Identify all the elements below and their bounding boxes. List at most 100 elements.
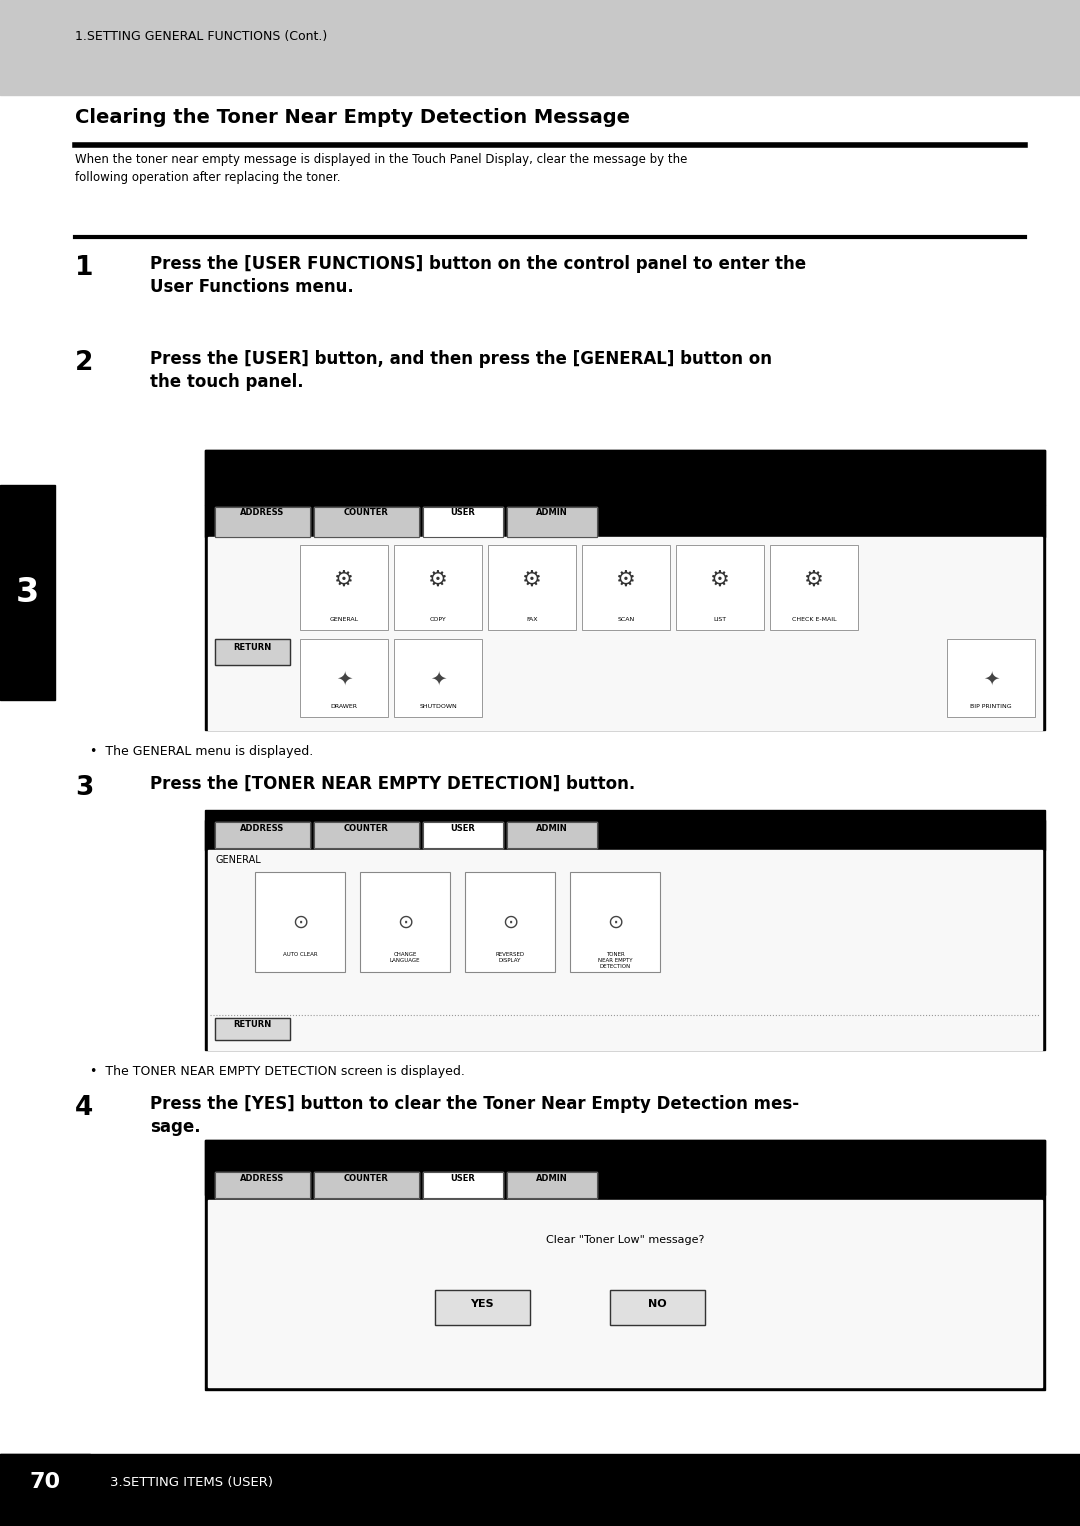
Text: ✦: ✦ [430, 670, 446, 688]
Bar [215, 507, 310, 537]
Bar [215, 1018, 291, 1041]
Text: Press the [TONER NEAR EMPTY DETECTION] button.: Press the [TONER NEAR EMPTY DETECTION] b… [150, 775, 635, 794]
Text: BIP PRINTING: BIP PRINTING [970, 703, 1012, 710]
Text: USER: USER [450, 508, 475, 517]
Bar [465, 871, 555, 972]
Bar [507, 1172, 597, 1198]
Text: •  The TONER NEAR EMPTY DETECTION screen is displayed.: • The TONER NEAR EMPTY DETECTION screen … [90, 1065, 464, 1077]
Text: COUNTER: COUNTER [343, 1173, 389, 1183]
Text: GENERAL: GENERAL [215, 855, 260, 865]
Bar [0, 0, 1080, 95]
Bar [300, 639, 388, 717]
Bar [205, 1140, 1045, 1390]
Bar [255, 871, 345, 972]
Text: ⊙: ⊙ [607, 913, 623, 931]
Text: ✦: ✦ [336, 670, 352, 688]
Text: 2: 2 [75, 349, 93, 375]
Text: YES: YES [470, 1299, 494, 1309]
Text: ⚙: ⚙ [334, 571, 354, 591]
Text: ⚙: ⚙ [710, 571, 730, 591]
Bar [205, 450, 1045, 729]
Text: FAX: FAX [526, 617, 538, 623]
Text: RETURN: RETURN [233, 642, 271, 652]
Text: CHANGE
LANGUAGE: CHANGE LANGUAGE [390, 952, 420, 963]
Bar [314, 1172, 419, 1198]
Bar [423, 823, 503, 848]
Text: Press the [USER FUNCTIONS] button on the control panel to enter the
User Functio: Press the [USER FUNCTIONS] button on the… [150, 255, 806, 296]
Text: COUNTER: COUNTER [343, 508, 389, 517]
Text: ⊙: ⊙ [502, 913, 518, 931]
Bar [423, 1172, 503, 1198]
Bar [423, 1172, 503, 1198]
Bar [215, 639, 291, 665]
Bar [465, 871, 555, 972]
Bar [208, 850, 1042, 1050]
Bar [215, 823, 310, 848]
Bar [215, 823, 310, 848]
Bar [215, 639, 291, 665]
Text: 1.SETTING GENERAL FUNCTIONS (Cont.): 1.SETTING GENERAL FUNCTIONS (Cont.) [75, 31, 327, 43]
Bar [314, 507, 419, 537]
Text: REVERSED
DISPLAY: REVERSED DISPLAY [496, 952, 525, 963]
Bar [255, 871, 345, 972]
Text: 3: 3 [16, 575, 39, 609]
Text: ADMIN: ADMIN [536, 1173, 568, 1183]
Bar [314, 507, 419, 537]
Text: USER: USER [450, 824, 475, 833]
Text: Clearing the Toner Near Empty Detection Message: Clearing the Toner Near Empty Detection … [75, 108, 630, 127]
Text: NO: NO [648, 1299, 666, 1309]
Bar [205, 505, 1045, 537]
Bar [300, 545, 388, 630]
Bar [610, 1289, 705, 1325]
Text: DRAWER: DRAWER [330, 703, 357, 710]
Bar [676, 545, 764, 630]
Text: ⊙: ⊙ [292, 913, 308, 931]
Bar [208, 1199, 1042, 1387]
Bar [507, 823, 597, 848]
Text: 70: 70 [29, 1473, 60, 1492]
Text: 4: 4 [75, 1096, 93, 1122]
Text: TONER
NEAR EMPTY
DETECTION: TONER NEAR EMPTY DETECTION [597, 952, 632, 969]
Text: LIST: LIST [714, 617, 727, 623]
Text: ⚙: ⚙ [522, 571, 542, 591]
Bar [300, 639, 388, 717]
Bar [570, 871, 660, 972]
Text: Clear "Toner Low" message?: Clear "Toner Low" message? [545, 1235, 704, 1245]
Bar [394, 639, 482, 717]
Bar [215, 507, 310, 537]
Text: COUNTER: COUNTER [343, 824, 389, 833]
Text: ⊙: ⊙ [396, 913, 414, 931]
Bar [582, 545, 670, 630]
Bar [423, 823, 503, 848]
Text: When the toner near empty message is displayed in the Touch Panel Display, clear: When the toner near empty message is dis… [75, 153, 687, 185]
Text: •  The GENERAL menu is displayed.: • The GENERAL menu is displayed. [90, 745, 313, 758]
Bar [314, 823, 419, 848]
Bar [205, 810, 1045, 1050]
Bar [423, 507, 503, 537]
Text: ADDRESS: ADDRESS [240, 1173, 284, 1183]
Text: ADDRESS: ADDRESS [240, 824, 284, 833]
Text: ADDRESS: ADDRESS [240, 508, 284, 517]
Bar [770, 545, 858, 630]
Text: SHUTDOWN: SHUTDOWN [419, 703, 457, 710]
Bar [582, 545, 670, 630]
Text: ADMIN: ADMIN [536, 824, 568, 833]
Bar [0, 1454, 90, 1526]
Bar [314, 823, 419, 848]
Bar [205, 819, 1045, 850]
Text: USER: USER [450, 1173, 475, 1183]
Bar [0, 1454, 1080, 1526]
Text: 1: 1 [75, 255, 94, 281]
Bar [205, 1140, 1045, 1195]
Bar [208, 537, 1042, 729]
Text: GENERAL: GENERAL [329, 617, 359, 623]
Bar [394, 545, 482, 630]
Bar [394, 545, 482, 630]
Bar [300, 545, 388, 630]
Bar [0, 485, 55, 700]
Bar [314, 1172, 419, 1198]
Text: SCAN: SCAN [618, 617, 635, 623]
Bar [423, 507, 503, 537]
Bar [947, 639, 1035, 717]
Bar [507, 823, 597, 848]
